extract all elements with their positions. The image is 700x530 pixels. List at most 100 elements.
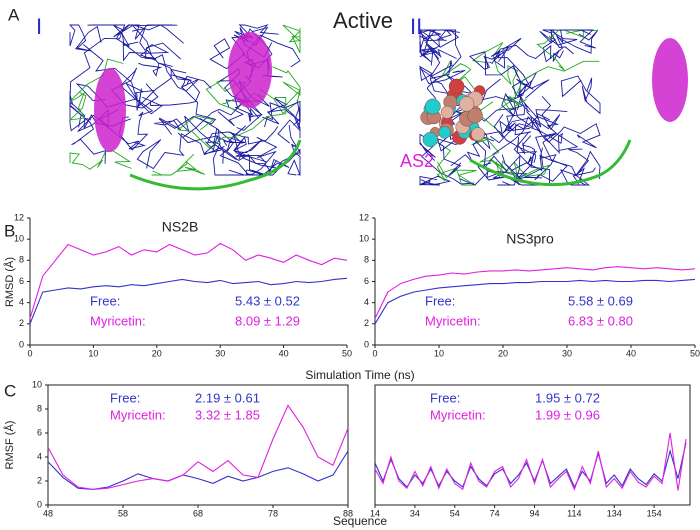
backbone-trace <box>459 153 544 186</box>
backbone-trace <box>131 24 163 77</box>
backbone-trace <box>431 138 477 186</box>
x-tick-label: 54 <box>450 508 460 518</box>
y-tick-label: 0 <box>19 339 24 349</box>
series-line <box>374 266 696 319</box>
backbone-trace <box>503 60 600 111</box>
ligand-atom <box>467 107 483 124</box>
backbone-trace <box>176 96 287 149</box>
site-label: AS2 <box>400 151 434 171</box>
backbone-trace <box>530 120 601 149</box>
y-tick-label: 12 <box>359 212 369 222</box>
backbone-trace <box>534 133 568 182</box>
x-tick-label: 10 <box>88 348 98 358</box>
backbone-trace <box>144 42 199 92</box>
y-tick-label: 12 <box>14 212 24 222</box>
y-tick-label: 2 <box>364 318 369 328</box>
backbone-trace <box>136 133 225 170</box>
y-tick-label: 2 <box>37 475 42 485</box>
backbone-trace <box>277 107 301 144</box>
x-tick-label: 20 <box>152 348 162 358</box>
annotation-label: Myricetin: <box>425 313 481 328</box>
y-tick-label: 6 <box>364 276 369 286</box>
backbone-trace <box>68 24 102 52</box>
backbone-trace <box>113 24 178 47</box>
x-tick-label: 94 <box>529 508 539 518</box>
x-tick-label: 88 <box>343 508 353 518</box>
backbone-trace <box>419 133 474 185</box>
backbone-trace <box>458 101 509 174</box>
backbone-trace <box>122 27 170 62</box>
x-axis-label: Sequence <box>333 514 387 528</box>
x-tick-label: 10 <box>434 348 444 358</box>
x-tick-label: 30 <box>215 348 225 358</box>
y-axis-label: RMSF (Å) <box>3 421 16 470</box>
loop <box>129 139 302 191</box>
backbone-trace <box>287 143 301 176</box>
structure-images <box>68 24 688 191</box>
series-line <box>47 450 349 490</box>
y-tick-label: 10 <box>32 379 42 389</box>
x-tick-label: 114 <box>567 508 581 518</box>
annotation-value: 6.83 ± 0.80 <box>568 313 633 328</box>
chart-title: NS3pro <box>506 231 554 247</box>
x-tick-label: 40 <box>626 348 636 358</box>
backbone-trace <box>199 118 256 176</box>
backbone-trace <box>149 62 201 106</box>
helix <box>94 68 126 152</box>
backbone-trace <box>469 46 510 70</box>
annotation-label: Free: <box>430 390 460 405</box>
x-tick-label: 14 <box>370 508 380 518</box>
x-tick-label: 20 <box>498 348 508 358</box>
backbone-trace <box>419 29 457 60</box>
backbone-trace <box>262 100 301 128</box>
x-tick-label: 68 <box>193 508 203 518</box>
backbone-trace <box>489 44 564 64</box>
series-line <box>374 278 696 325</box>
y-tick-label: 4 <box>19 297 24 307</box>
backbone-trace <box>223 125 301 169</box>
plot-frame <box>374 384 691 506</box>
annotation-label: Free: <box>90 293 120 308</box>
ligand-atom <box>424 98 441 115</box>
backbone-trace <box>543 29 599 63</box>
annotation-value: 5.58 ± 0.69 <box>568 293 633 308</box>
annotation-label: Myricetin: <box>110 407 166 422</box>
backbone-trace <box>69 150 132 170</box>
y-axis-label: RMSD (Å) <box>3 257 16 307</box>
backbone-trace <box>486 154 539 186</box>
annotation-value: 2.19 ± 0.61 <box>195 390 260 405</box>
y-tick-label: 2 <box>19 318 24 328</box>
ligand-atom <box>438 126 451 139</box>
backbone-trace <box>492 95 561 155</box>
y-tick-label: 6 <box>19 276 24 286</box>
annotation-label: Free: <box>110 390 140 405</box>
ligand-atom <box>422 131 438 148</box>
ligand-atom <box>470 127 485 142</box>
backbone-trace <box>259 66 301 114</box>
backbone-trace <box>158 75 217 129</box>
series-line <box>47 404 349 490</box>
backbone-trace <box>471 42 519 110</box>
x-tick-label: 50 <box>690 348 700 358</box>
helix <box>652 38 688 122</box>
y-tick-label: 0 <box>37 499 42 509</box>
x-tick-label: 30 <box>562 348 572 358</box>
backbone-trace <box>113 24 184 44</box>
x-tick-label: 58 <box>118 508 128 518</box>
backbone-trace <box>110 67 163 115</box>
annotation-value: 3.32 ± 1.85 <box>195 407 260 422</box>
annotation-label: Myricetin: <box>430 407 486 422</box>
y-tick-label: 6 <box>37 427 42 437</box>
panel-label: B <box>4 221 15 240</box>
backbone-trace <box>539 29 578 55</box>
y-tick-label: 8 <box>37 403 42 413</box>
backbone-trace <box>483 96 534 134</box>
x-tick-label: 48 <box>43 508 53 518</box>
helix <box>228 32 272 108</box>
x-tick-label: 134 <box>607 508 622 518</box>
backbone-trace <box>419 175 452 186</box>
backbone-trace <box>218 68 263 131</box>
ligand-atom <box>458 96 475 112</box>
annotation-label: Free: <box>425 293 455 308</box>
backbone-trace <box>282 24 302 54</box>
